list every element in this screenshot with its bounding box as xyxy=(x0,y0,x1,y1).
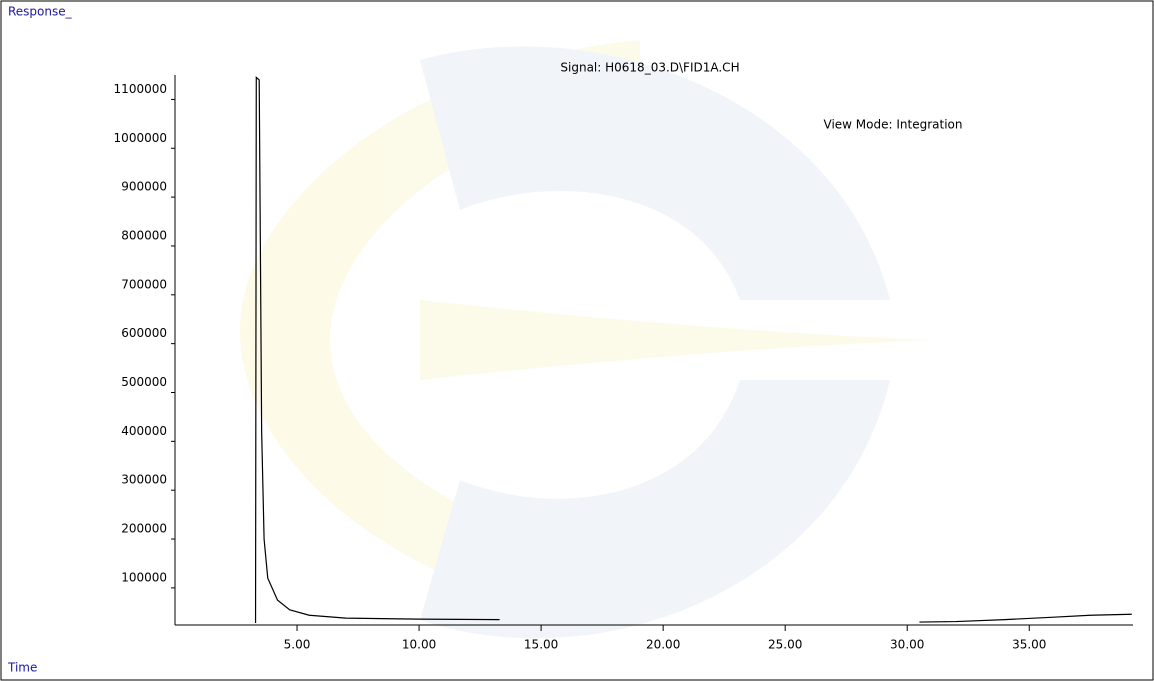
y-tick-label: 100000 xyxy=(121,570,167,584)
y-tick-label: 1000000 xyxy=(114,131,167,145)
y-tick-label: 900000 xyxy=(121,180,167,194)
y-tick-label: 400000 xyxy=(121,424,167,438)
x-tick-label: 20.00 xyxy=(646,638,680,652)
y-tick-label: 200000 xyxy=(121,522,167,536)
y-tick-label: 800000 xyxy=(121,228,167,242)
x-tick-label: 10.00 xyxy=(402,638,436,652)
x-tick-label: 35.00 xyxy=(1012,638,1046,652)
y-tick-label: 300000 xyxy=(121,473,167,487)
y-tick-label: 1100000 xyxy=(114,82,167,96)
annotation: View Mode: Integration xyxy=(824,118,963,132)
signal-trace xyxy=(254,76,1132,624)
x-axis-label: Time xyxy=(7,661,37,675)
chart-title: Signal: H0618_03.D\FID1A.CH xyxy=(560,61,739,75)
watermark xyxy=(240,40,930,639)
y-tick-label: 600000 xyxy=(121,326,167,340)
y-tick-label: 500000 xyxy=(121,375,167,389)
x-tick-label: 30.00 xyxy=(890,638,924,652)
y-tick-label: 700000 xyxy=(121,277,167,291)
x-tick-label: 15.00 xyxy=(524,638,558,652)
x-tick-label: 5.00 xyxy=(284,638,311,652)
y-axis-label: Response_ xyxy=(8,5,73,19)
x-tick-label: 25.00 xyxy=(768,638,802,652)
